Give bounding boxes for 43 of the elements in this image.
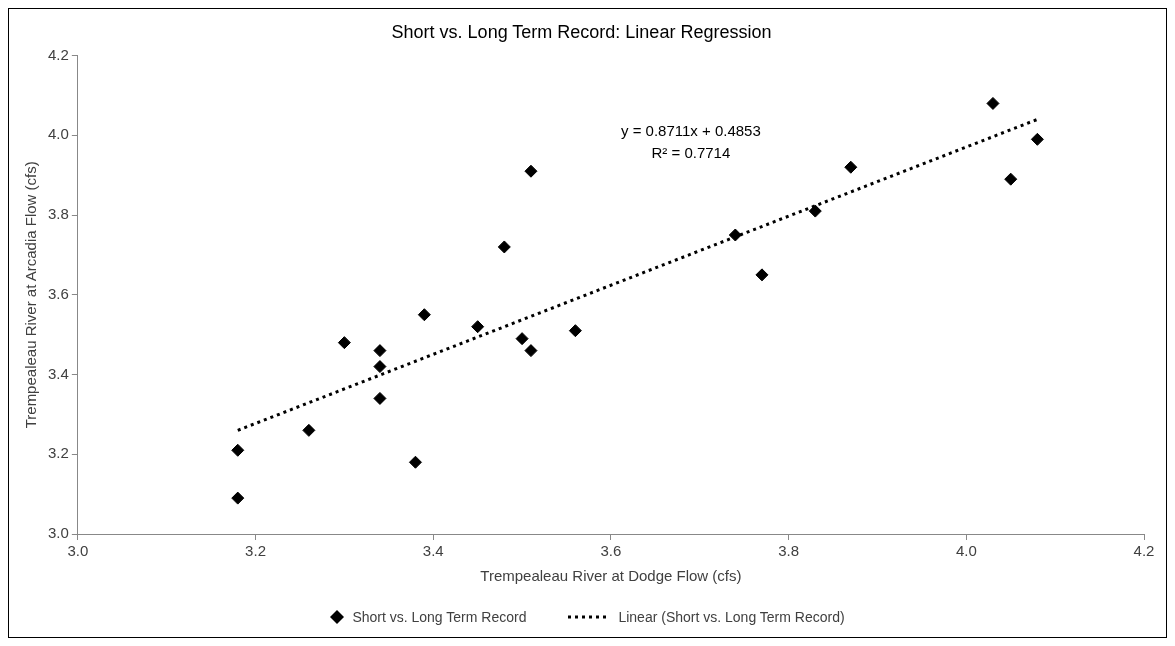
point: [844, 160, 858, 174]
x-tick-label: 4.2: [1133, 542, 1155, 560]
point: [373, 344, 387, 358]
point: [1004, 172, 1018, 186]
point: [373, 360, 387, 374]
point: [515, 332, 529, 346]
x-tick-label: 3.0: [67, 542, 89, 560]
point: [986, 96, 1000, 110]
point: [337, 336, 351, 350]
y-tick-label: 4.0: [47, 125, 69, 143]
point: [417, 308, 431, 322]
x-tick-label: 3.4: [422, 542, 444, 560]
x-tick-label: 4.0: [955, 542, 977, 560]
point: [231, 491, 245, 505]
x-tick-label: 3.8: [778, 542, 800, 560]
point: [231, 443, 245, 457]
point: [302, 423, 316, 437]
point: [524, 344, 538, 358]
point: [568, 324, 582, 338]
y-tick-label: 3.2: [47, 444, 69, 462]
legend-label: Short vs. Long Term Record: [352, 609, 527, 625]
y-tick-label: 4.2: [47, 45, 69, 63]
x-tick-label: 3.2: [245, 542, 266, 560]
y-tick-label: 3.8: [47, 205, 69, 223]
point: [1030, 132, 1044, 146]
chart-title: Short vs. Long Term Record: Linear Regression: [391, 21, 772, 42]
annotation: R² = 0.7714: [651, 144, 731, 162]
legend-label: Linear (Short vs. Long Term Record): [618, 609, 845, 625]
point: [497, 240, 511, 254]
y-tick-label: 3.6: [47, 284, 69, 302]
point: [524, 164, 538, 178]
y-tick-label: 3.0: [47, 524, 69, 542]
x-axis-title: Trempealeau River at Dodge Flow (cfs): [480, 567, 742, 585]
point: [728, 228, 742, 242]
point: [471, 320, 485, 334]
point: [755, 268, 769, 282]
point: [808, 204, 822, 218]
y-tick-label: 3.4: [47, 364, 69, 382]
point: [373, 391, 387, 405]
y-axis-title: Trempealeau River at Arcadia Flow (cfs): [22, 161, 40, 429]
x-tick-label: 3.6: [600, 542, 622, 560]
point: [408, 455, 422, 469]
annotation: y = 0.8711x + 0.4853: [620, 122, 761, 140]
